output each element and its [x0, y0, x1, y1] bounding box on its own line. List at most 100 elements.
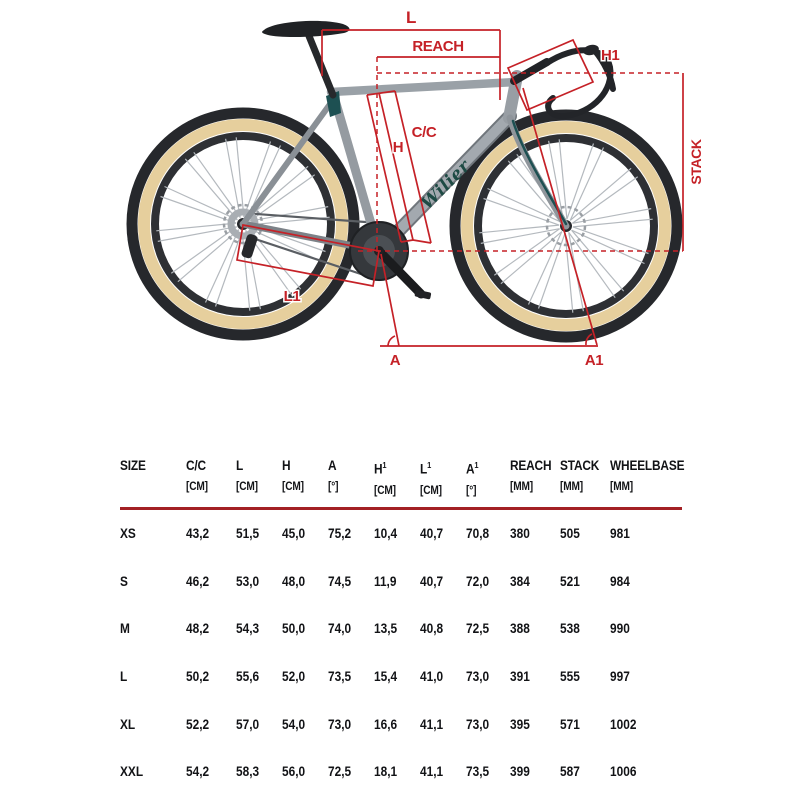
seat-tube-teal-accent — [326, 91, 341, 117]
value-cell: 73,0 — [328, 716, 352, 732]
value-cell: 48,2 — [186, 621, 210, 637]
value-cell: 72,5 — [466, 621, 490, 637]
value-cell: 16,6 — [374, 716, 398, 732]
value-cell: 984 — [610, 573, 630, 589]
value-cell: 388 — [510, 621, 530, 637]
crank-arm — [374, 246, 426, 299]
size-cell: XXL — [120, 764, 144, 780]
value-cell: 75,2 — [328, 526, 352, 542]
label-stack: STACK — [688, 139, 704, 184]
value-cell: 40,8 — [420, 621, 444, 637]
value-cell: 53,0 — [236, 573, 260, 589]
column-header: SIZE — [120, 458, 146, 473]
value-cell: 571 — [560, 716, 580, 732]
value-cell: 395 — [510, 716, 530, 732]
label-l: L — [406, 8, 416, 27]
bike-frame: Wilier — [227, 20, 616, 300]
column-header: H1 [CM] — [374, 460, 396, 497]
value-cell: 41,0 — [420, 669, 444, 685]
size-cell: L — [120, 669, 128, 685]
value-cell: 13,5 — [374, 621, 398, 637]
chain-top — [241, 211, 381, 225]
label-reach: REACH — [412, 38, 463, 55]
value-cell: 40,7 — [420, 573, 444, 589]
bike-geometry-diagram: Wilier — [126, 7, 706, 371]
value-cell: 11,9 — [374, 573, 397, 589]
saddle — [262, 20, 350, 38]
label-a1: A1 — [585, 352, 603, 369]
value-cell: 15,4 — [374, 669, 398, 685]
value-cell: 72,0 — [466, 573, 490, 589]
column-header: REACH [MM] — [510, 458, 552, 493]
brake-lever — [592, 48, 616, 92]
label-h1: H1 — [601, 47, 619, 64]
geometry-annotations — [236, 29, 684, 347]
chain-bottom — [241, 233, 381, 282]
fork-teal-stripe — [511, 119, 568, 226]
column-header: L1 [CM] — [420, 460, 442, 497]
value-cell: 505 — [560, 526, 580, 542]
value-cell: 74,5 — [328, 573, 352, 589]
stem — [510, 58, 551, 85]
size-cell: XS — [120, 526, 136, 542]
value-cell: 555 — [560, 669, 580, 685]
value-cell: 18,1 — [374, 764, 398, 780]
rear-wheel — [126, 107, 360, 341]
down-tube — [374, 111, 515, 256]
value-cell: 45,0 — [282, 526, 306, 542]
value-cell: 50,0 — [282, 621, 306, 637]
diagram-area: Wilier — [126, 7, 706, 371]
value-cell: 50,2 — [186, 669, 210, 685]
value-cell: 51,5 — [236, 526, 260, 542]
column-header: C/C [CM] — [186, 458, 208, 493]
value-cell: 72,5 — [328, 764, 352, 780]
value-cell: 990 — [610, 621, 630, 637]
size-cell: M — [120, 621, 130, 637]
label-a: A — [390, 352, 401, 369]
value-cell: 58,3 — [236, 764, 260, 780]
rear-disc-rotor — [222, 203, 264, 245]
value-cell: 70,8 — [466, 526, 490, 542]
value-cell: 74,0 — [328, 621, 352, 637]
geometry-table: SIZE C/C [CM] L [CM] H [CM] A [°] H1 [CM] L1 [CM] A1[… — [120, 458, 685, 796]
value-cell: 57,0 — [236, 716, 260, 732]
size-cell: S — [120, 573, 128, 589]
value-cell: 587 — [560, 764, 580, 780]
value-cell: 73,5 — [328, 669, 352, 685]
column-header: WHEELBASE [MM] — [610, 458, 685, 493]
label-l1: L1 — [284, 288, 301, 305]
value-cell: 981 — [610, 526, 630, 542]
value-cell: 54,2 — [186, 764, 210, 780]
column-header: L [CM] — [236, 458, 258, 493]
rear-derailleur — [241, 234, 258, 259]
value-cell: 399 — [510, 764, 530, 780]
value-cell: 380 — [510, 526, 530, 542]
seatpost — [305, 32, 337, 99]
column-header: A1 [°] — [466, 460, 479, 497]
value-cell: 384 — [510, 573, 530, 589]
top-tube — [326, 77, 521, 97]
column-header: STACK [MM] — [560, 458, 600, 493]
value-cell: 1006 — [610, 764, 637, 780]
value-cell: 54,3 — [236, 621, 260, 637]
value-cell: 54,0 — [282, 716, 306, 732]
value-cell: 997 — [610, 669, 630, 685]
column-header: A [°] — [328, 458, 339, 493]
brake-hood — [583, 44, 599, 56]
table-body: XS 43,2 51,5 45,0 75,2 10,4 40,7 70,8 380 505 981 S… — [120, 510, 682, 796]
value-cell: 10,4 — [374, 526, 398, 542]
value-cell: 55,6 — [236, 669, 260, 685]
value-cell: 538 — [560, 621, 580, 637]
table-header: SIZE C/C [CM] L [CM] H [CM] A [°] H1 [CM] L1 [CM] A1[… — [120, 458, 685, 507]
value-cell: 1002 — [610, 716, 637, 732]
value-cell: 391 — [510, 669, 530, 685]
value-cell: 41,1 — [420, 716, 444, 732]
front-disc-rotor — [545, 205, 587, 247]
label-h: H — [393, 139, 403, 156]
value-cell: 43,2 — [186, 526, 210, 542]
value-cell: 73,5 — [466, 764, 490, 780]
value-cell: 73,0 — [466, 716, 490, 732]
value-cell: 52,2 — [186, 716, 210, 732]
value-cell: 46,2 — [186, 573, 210, 589]
